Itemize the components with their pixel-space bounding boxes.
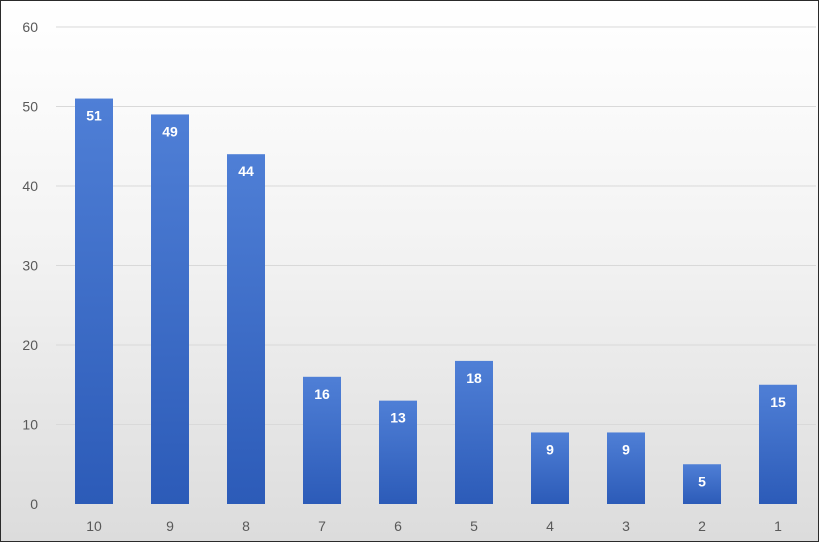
y-tick-label: 30 <box>22 258 38 274</box>
bar-1 <box>759 384 797 504</box>
x-tick-label: 7 <box>318 518 326 534</box>
x-tick-label: 4 <box>546 518 554 534</box>
x-tick-label: 6 <box>394 518 402 534</box>
y-tick-label: 10 <box>22 417 38 433</box>
data-label: 9 <box>546 441 554 457</box>
x-tick-label: 8 <box>242 518 250 534</box>
data-label: 16 <box>314 386 330 402</box>
y-tick-label: 60 <box>22 19 38 35</box>
bar-9 <box>151 114 189 504</box>
data-label: 9 <box>622 441 630 457</box>
bar-3 <box>607 432 645 504</box>
bar-7 <box>303 376 341 504</box>
y-tick-label: 0 <box>30 496 38 512</box>
bar-5 <box>455 360 493 504</box>
data-label: 13 <box>390 410 406 426</box>
x-axis: 10 9 8 7 6 5 4 3 2 1 <box>86 518 782 534</box>
y-tick-label: 40 <box>22 178 38 194</box>
data-label: 15 <box>770 394 786 410</box>
y-tick-label: 20 <box>22 337 38 353</box>
y-tick-label: 50 <box>22 99 38 115</box>
x-tick-label: 9 <box>166 518 174 534</box>
x-tick-label: 3 <box>622 518 630 534</box>
data-labels: 51 49 44 16 13 18 9 9 5 15 <box>86 108 786 490</box>
data-label: 44 <box>238 163 254 179</box>
bars <box>75 98 797 505</box>
y-axis: 0 10 20 30 40 50 60 <box>22 19 38 512</box>
data-label: 5 <box>698 473 706 489</box>
x-tick-label: 2 <box>698 518 706 534</box>
data-label: 18 <box>466 370 482 386</box>
bar-4 <box>531 432 569 504</box>
bar-10 <box>75 98 113 505</box>
bar-6 <box>379 400 417 504</box>
data-label: 49 <box>162 123 178 139</box>
x-tick-label: 1 <box>774 518 782 534</box>
x-tick-label: 10 <box>86 518 102 534</box>
x-tick-label: 5 <box>470 518 478 534</box>
bar-8 <box>227 154 265 504</box>
data-label: 51 <box>86 108 102 124</box>
bar-2 <box>683 464 721 504</box>
